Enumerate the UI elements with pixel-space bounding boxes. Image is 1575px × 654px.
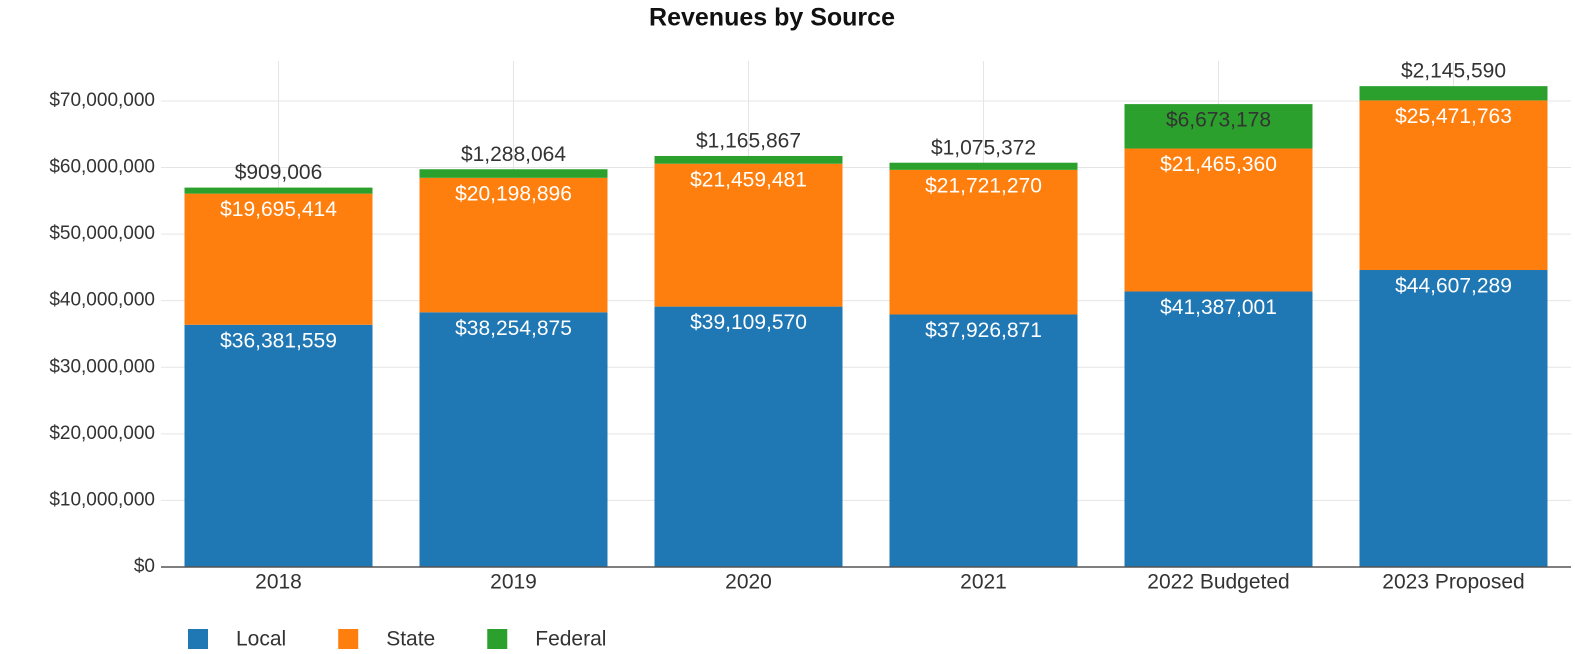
data-label: $25,471,763 [1395, 105, 1512, 128]
data-label: $909,006 [235, 161, 323, 184]
x-tick-label: 2020 [725, 571, 772, 594]
bar-segment [184, 324, 373, 567]
bar-segment [889, 314, 1078, 567]
data-label: $6,673,178 [1166, 109, 1271, 132]
data-label: $36,381,559 [220, 329, 337, 352]
bar-segment [1124, 104, 1313, 149]
legend-swatch [338, 629, 359, 649]
data-label: $19,695,414 [220, 198, 337, 221]
bar-segment [1124, 148, 1313, 292]
legend-label: Local [236, 628, 286, 651]
bar-segment [654, 155, 843, 164]
x-tick-label: 2023 Proposed [1382, 571, 1524, 594]
bar-segment [889, 169, 1078, 315]
chart-title: Revenues by Source [649, 4, 895, 32]
y-tick-label: $40,000,000 [49, 290, 155, 311]
data-label: $44,607,289 [1395, 275, 1512, 298]
data-label: $21,465,360 [1160, 153, 1277, 176]
bar-segment [419, 177, 608, 313]
bar-segment [1124, 291, 1313, 567]
data-label: $1,288,064 [461, 143, 566, 166]
x-tick-label: 2019 [490, 571, 537, 594]
legend-label: Federal [535, 628, 606, 651]
data-label: $37,926,871 [925, 319, 1042, 342]
bar-segment [184, 193, 373, 325]
y-tick-label: $20,000,000 [49, 423, 155, 444]
y-tick-label: $60,000,000 [49, 157, 155, 178]
bar-segment [184, 187, 373, 194]
data-label: $38,254,875 [455, 317, 572, 340]
y-tick-label: $10,000,000 [49, 489, 155, 510]
data-label: $20,198,896 [455, 182, 572, 205]
legend-swatch [188, 629, 208, 649]
data-label: $21,721,270 [925, 174, 1042, 197]
data-label: $21,459,481 [690, 168, 807, 191]
y-tick-label: $50,000,000 [49, 223, 155, 244]
bar-segment [654, 163, 843, 307]
bar-segment [889, 162, 1078, 170]
data-label: $39,109,570 [690, 311, 807, 334]
y-tick-label: $30,000,000 [49, 356, 155, 377]
bar-segment [654, 306, 843, 567]
bar-segment [1359, 100, 1548, 271]
legend-label: State [386, 628, 435, 651]
x-tick-label: 2021 [960, 571, 1007, 594]
bar-segment [1359, 270, 1548, 567]
data-label: $41,387,001 [1160, 296, 1277, 319]
y-tick-label: $70,000,000 [49, 90, 155, 111]
bar-segment [419, 312, 608, 567]
data-label: $1,075,372 [931, 136, 1036, 159]
bar-segment [419, 169, 608, 178]
x-tick-label: 2018 [255, 571, 302, 594]
data-label: $1,165,867 [696, 130, 801, 153]
data-label: $2,145,590 [1401, 60, 1506, 83]
x-tick-label: 2022 Budgeted [1147, 571, 1289, 594]
legend-swatch [487, 629, 508, 649]
bar-segment [1359, 86, 1548, 101]
y-tick-label: $0 [134, 556, 155, 577]
